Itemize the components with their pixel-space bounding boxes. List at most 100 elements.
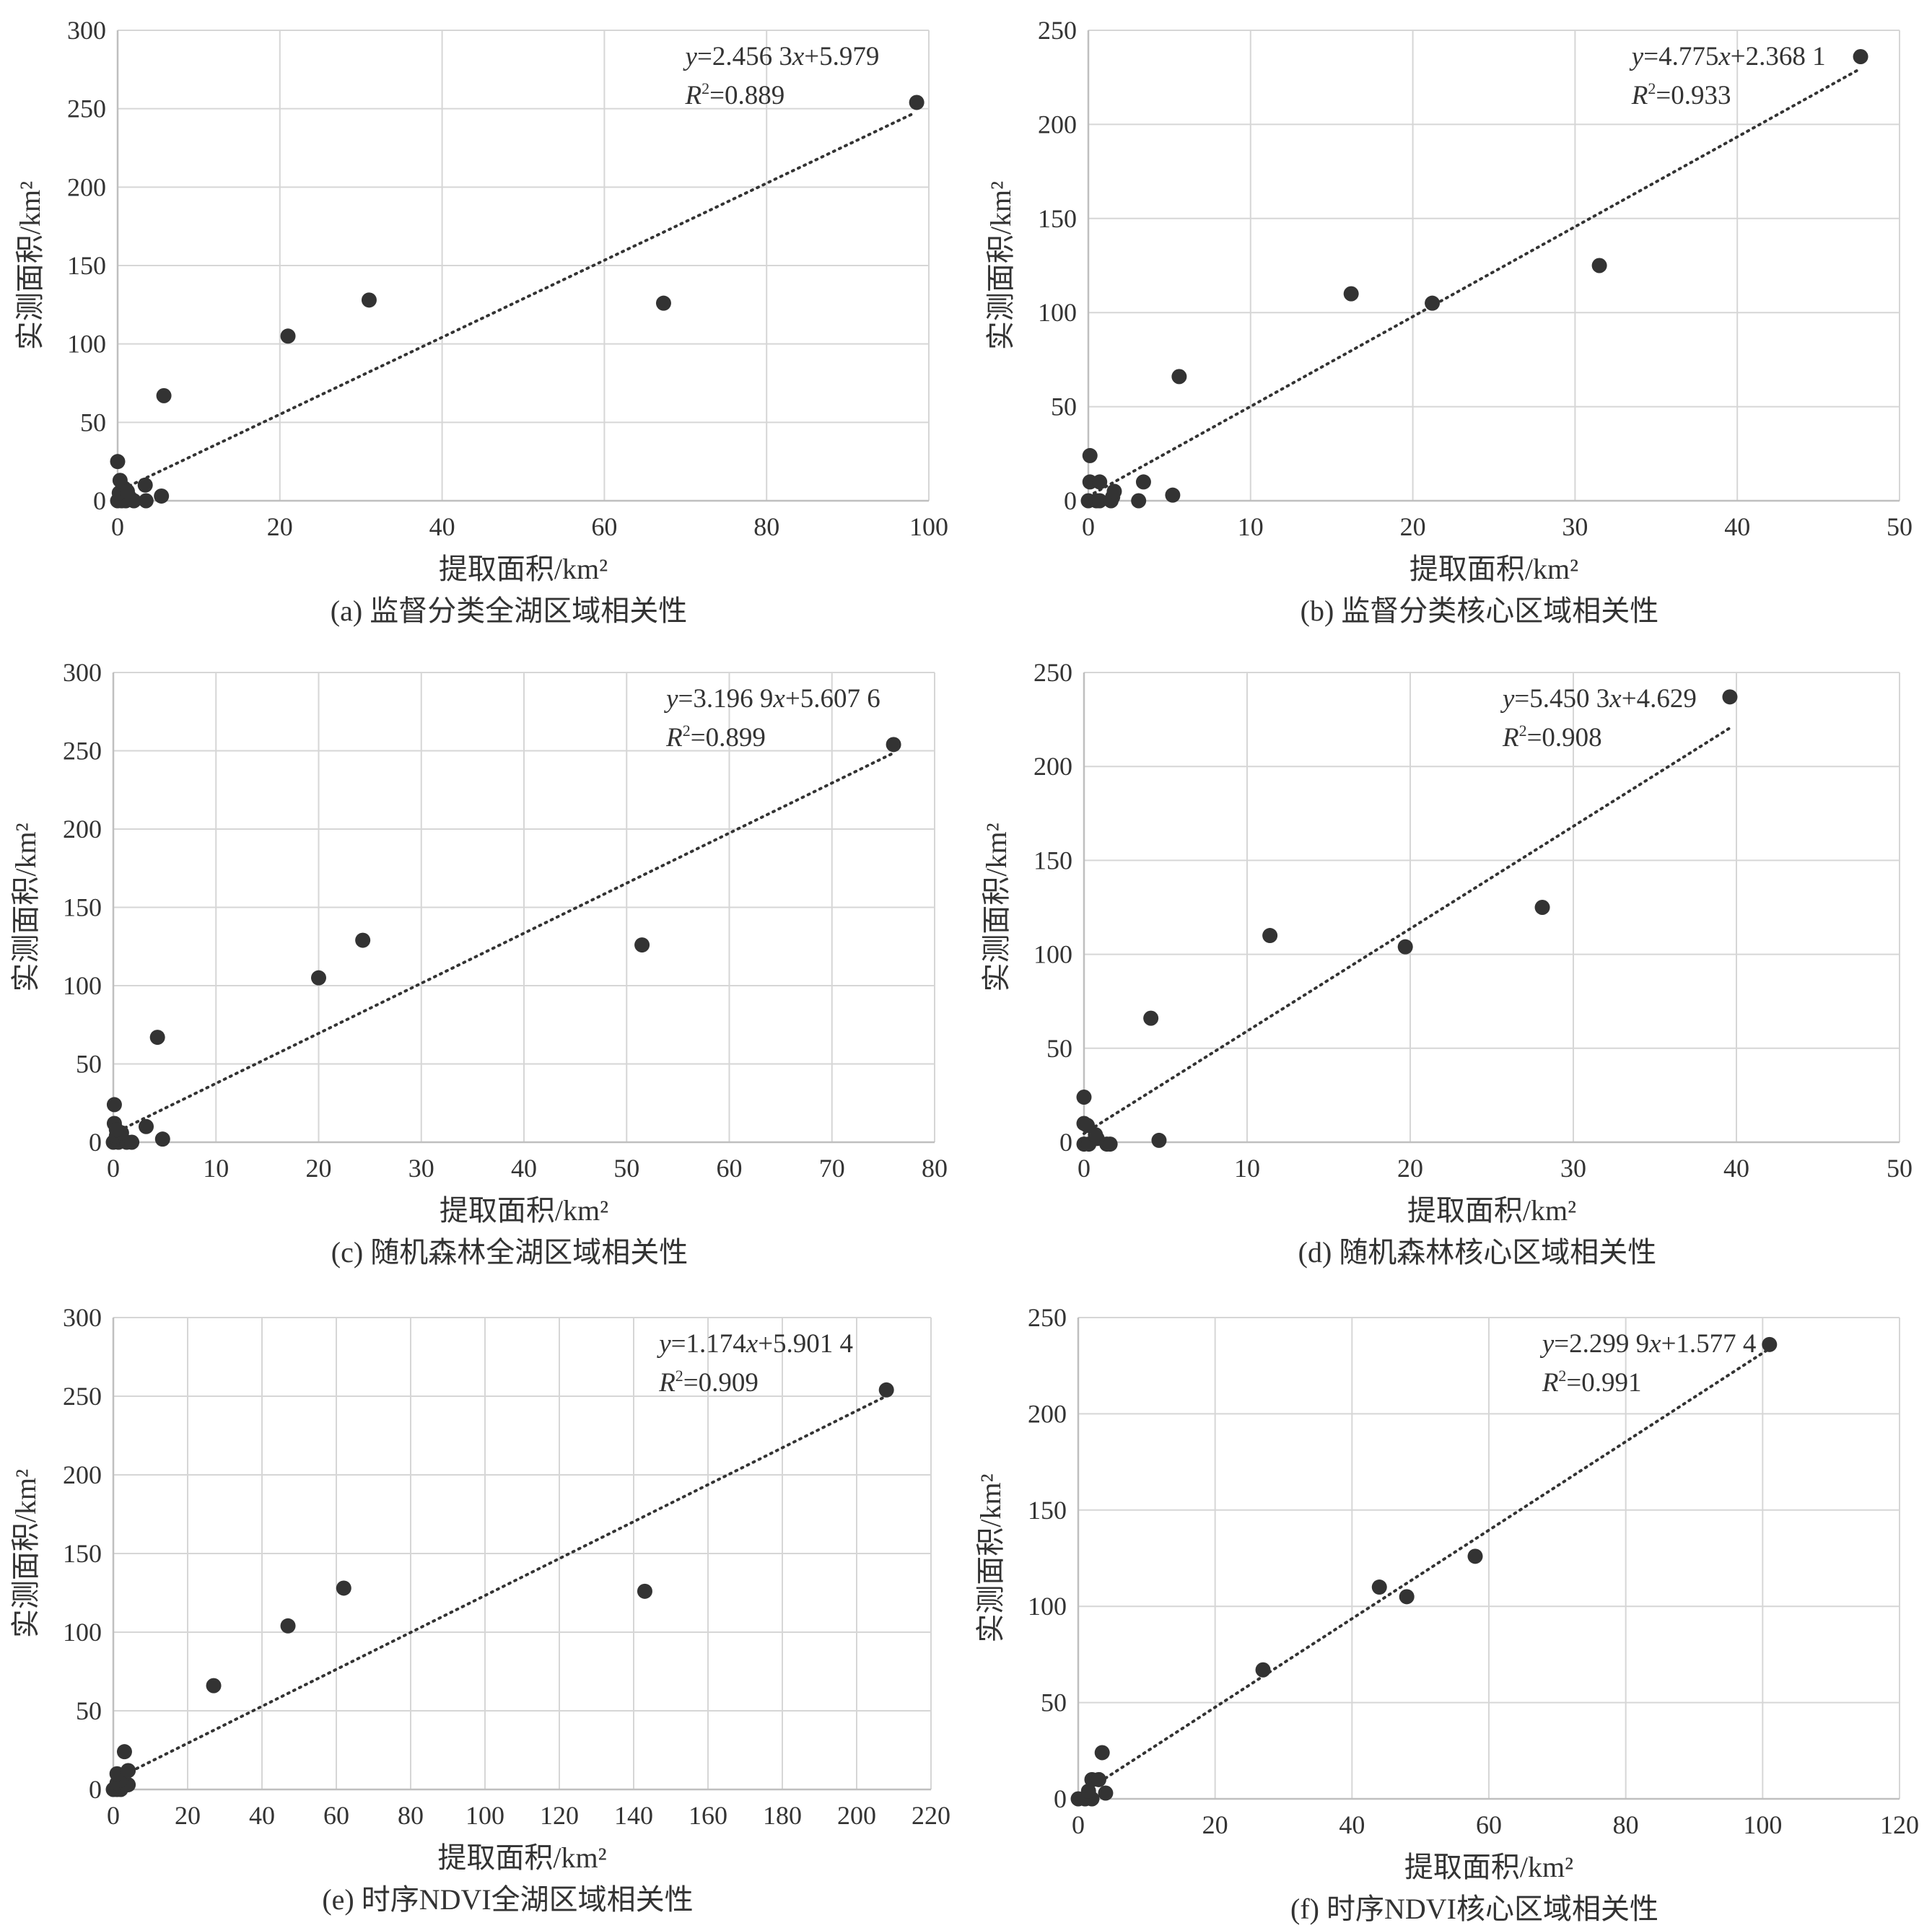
data-point xyxy=(112,473,128,488)
data-point xyxy=(119,483,135,499)
trendline-equation: y=2.299 9x+1.577 4 xyxy=(1539,1329,1757,1359)
data-point xyxy=(1098,1785,1114,1801)
y-axis-label: 实测面积/km² xyxy=(9,1469,42,1638)
data-point xyxy=(154,1131,170,1147)
data-point xyxy=(1722,689,1738,705)
y-tick-label: 0 xyxy=(1054,1784,1067,1813)
chart-panel-a: 0 20 40 60 80 100 0 50 100 150 200 250 300 提取面积/km² 实测… xyxy=(14,16,948,627)
x-tick-label: 120 xyxy=(540,1801,579,1830)
data-point xyxy=(1131,493,1147,509)
data-point xyxy=(1171,369,1187,385)
data-point xyxy=(280,328,296,344)
trendline-equation: y=1.174x+5.901 4 xyxy=(656,1329,853,1359)
x-tick-label: 40 xyxy=(511,1154,537,1183)
y-tick-label: 250 xyxy=(1033,658,1072,687)
x-tick-label: 50 xyxy=(1887,512,1913,541)
y-tick-label: 200 xyxy=(1033,752,1072,781)
y-tick-label: 0 xyxy=(1064,486,1077,515)
trend-line xyxy=(112,751,896,1135)
data-point xyxy=(1143,1010,1159,1026)
y-tick-label: 100 xyxy=(1038,298,1077,327)
x-tick-label: 30 xyxy=(1560,1154,1586,1183)
x-tick-label: 20 xyxy=(1202,1810,1228,1839)
data-point xyxy=(1151,1132,1167,1148)
data-point xyxy=(1092,493,1108,509)
data-point xyxy=(1534,900,1550,915)
x-tick-label: 160 xyxy=(689,1801,727,1830)
y-tick-label: 250 xyxy=(1028,1303,1067,1332)
y-tick-label: 300 xyxy=(67,16,106,45)
data-point xyxy=(336,1580,351,1596)
x-tick-label: 10 xyxy=(1238,512,1264,541)
x-tick-label: 0 xyxy=(111,512,124,541)
data-point xyxy=(909,95,925,110)
y-axis-label: 实测面积/km² xyxy=(974,1473,1007,1642)
chart-panel-e: 0 20 40 60 80 100 120 140 160 180 200 220 0 50 100 150 2… xyxy=(9,1303,950,1916)
x-tick-label: 40 xyxy=(1723,1154,1749,1183)
data-point xyxy=(110,454,126,470)
x-tick-label: 100 xyxy=(465,1801,504,1830)
data-point xyxy=(311,970,326,986)
data-point xyxy=(1080,1118,1096,1134)
y-tick-label: 150 xyxy=(63,1539,102,1568)
x-tick-label: 0 xyxy=(1072,1810,1085,1839)
x-tick-label: 70 xyxy=(819,1154,845,1183)
y-tick-label: 50 xyxy=(1041,1688,1067,1717)
data-point xyxy=(1090,1771,1106,1787)
trend-line xyxy=(1087,68,1861,498)
panel-caption: (e) 时序NDVI全湖区域相关性 xyxy=(322,1883,693,1916)
x-tick-label: 0 xyxy=(107,1154,120,1183)
panel-caption: (c) 随机森林全湖区域相关性 xyxy=(331,1236,688,1268)
data-point xyxy=(137,477,153,493)
data-point xyxy=(1425,295,1441,311)
x-axis-label: 提取面积/km² xyxy=(437,1841,606,1874)
chart-panel-c: 0 10 20 30 40 50 60 70 80 0 50 100 150 200 250 300 提取面积/… xyxy=(9,658,948,1268)
x-tick-label: 200 xyxy=(837,1801,876,1830)
trend-line xyxy=(1077,1347,1771,1797)
chart-panel-b: 0 10 20 30 40 50 0 50 100 150 200 250 提取面积/km² 实测面积/k… xyxy=(984,16,1913,627)
data-point xyxy=(156,387,172,403)
y-tick-label: 100 xyxy=(67,330,106,359)
x-tick-label: 0 xyxy=(1078,1154,1090,1183)
data-point xyxy=(1343,286,1359,302)
y-tick-label: 200 xyxy=(1028,1399,1067,1428)
x-tick-label: 120 xyxy=(1880,1810,1919,1839)
x-tick-label: 60 xyxy=(323,1801,349,1830)
data-point xyxy=(1397,939,1413,955)
data-point xyxy=(1371,1579,1387,1595)
y-tick-label: 200 xyxy=(1038,110,1077,139)
data-point xyxy=(655,295,671,311)
y-axis-label: 实测面积/km² xyxy=(980,823,1013,991)
x-tick-label: 20 xyxy=(175,1801,201,1830)
trendline-equation: y=3.196 9x+5.607 6 xyxy=(663,684,880,714)
y-tick-label: 50 xyxy=(1051,393,1077,421)
data-point xyxy=(1082,447,1098,463)
x-tick-label: 60 xyxy=(717,1154,743,1183)
y-tick-label: 100 xyxy=(1033,940,1072,969)
data-point xyxy=(1094,1745,1110,1761)
panel-caption: (d) 随机森林核心区域相关性 xyxy=(1298,1236,1657,1268)
trend-line xyxy=(116,112,914,494)
chart-panel-f: 0 20 40 60 80 100 120 0 50 100 150 200 250 提取面积/km² 实测… xyxy=(974,1303,1919,1925)
y-tick-label: 100 xyxy=(63,1618,102,1647)
y-tick-label: 200 xyxy=(67,172,106,201)
y-tick-label: 0 xyxy=(89,1128,102,1157)
x-tick-label: 30 xyxy=(1562,512,1588,541)
y-tick-label: 200 xyxy=(63,815,102,844)
y-tick-label: 250 xyxy=(63,1382,102,1411)
x-axis-label: 提取面积/km² xyxy=(1404,1851,1573,1883)
r-squared-label: R2=0.933 xyxy=(1631,79,1731,110)
trendline-equation: y=5.450 3x+4.629 xyxy=(1500,684,1697,714)
data-point xyxy=(1399,1589,1415,1605)
x-tick-label: 40 xyxy=(429,512,455,541)
y-tick-label: 50 xyxy=(1046,1034,1072,1063)
y-tick-label: 150 xyxy=(1028,1496,1067,1525)
x-tick-label: 30 xyxy=(408,1154,434,1183)
y-axis-label: 实测面积/km² xyxy=(14,181,46,350)
chart-panel-d: 0 10 20 30 40 50 0 50 100 150 200 250 提取面积/km² 实测面积/k… xyxy=(980,658,1913,1268)
data-point xyxy=(149,1030,165,1046)
x-tick-label: 140 xyxy=(614,1801,653,1830)
x-tick-label: 60 xyxy=(591,512,617,541)
y-tick-label: 150 xyxy=(1033,846,1072,875)
